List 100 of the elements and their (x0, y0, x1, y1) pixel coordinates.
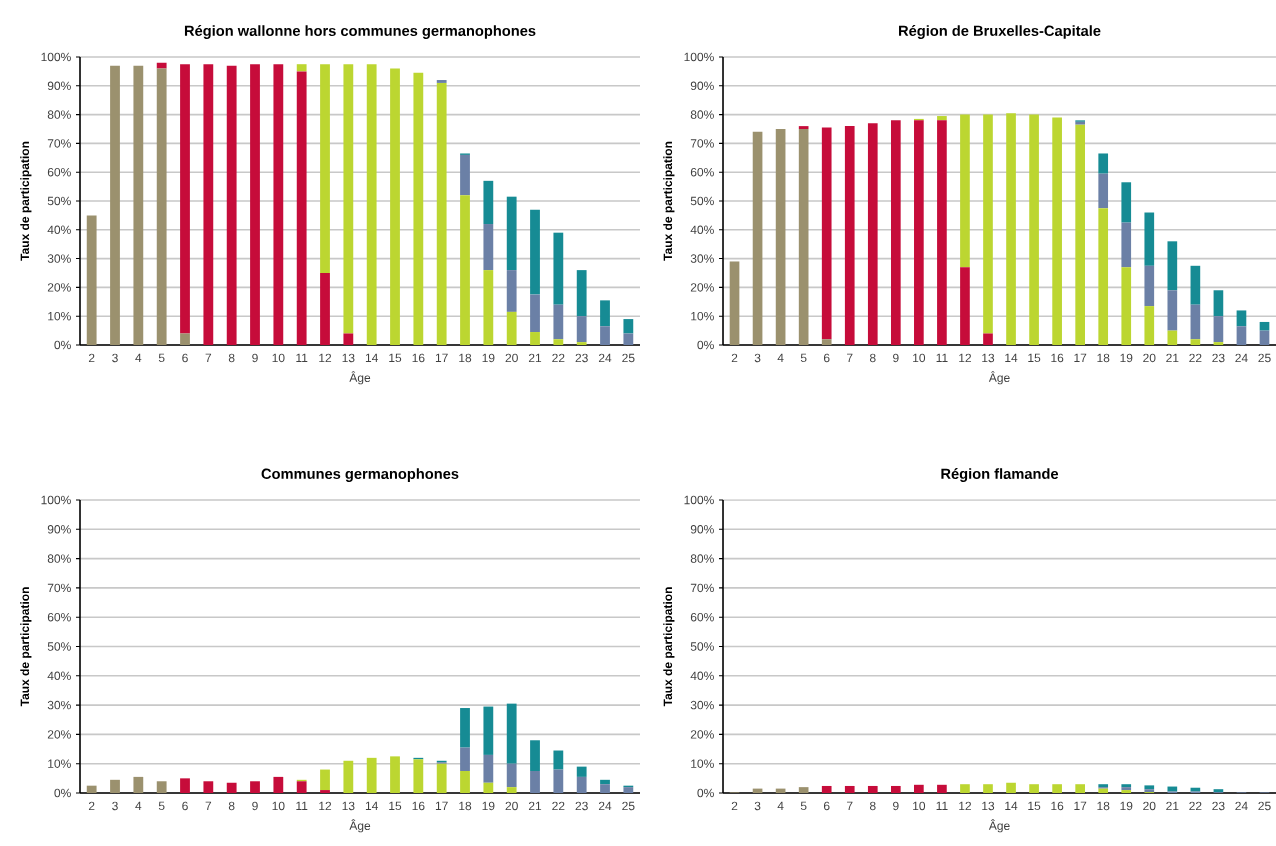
bar (798, 128, 809, 345)
y-tick-label: 90% (47, 525, 71, 534)
bar (1144, 306, 1155, 345)
y-tick-label: 50% (690, 642, 714, 651)
bar (133, 65, 144, 345)
x-tick-label: 14 (1005, 801, 1018, 810)
y-tick-label: 70% (690, 583, 714, 593)
x-tick-label: 4 (777, 353, 784, 362)
bar (203, 64, 214, 345)
bar (844, 126, 855, 345)
x-tick-label: 15 (1028, 801, 1041, 811)
x-tick-label: 13 (342, 353, 355, 363)
bar (343, 333, 354, 345)
bar (623, 787, 634, 793)
bar (960, 267, 970, 345)
bar (937, 116, 947, 121)
x-tick-label: 24 (598, 353, 612, 363)
bar (483, 754, 494, 783)
x-tick-label: 18 (459, 353, 472, 363)
y-tick-label: 100% (684, 495, 714, 505)
y-tick-label: 20% (690, 730, 714, 739)
bar (623, 333, 634, 345)
x-tick-label: 22 (552, 801, 565, 811)
x-tick-label: 13 (982, 353, 995, 363)
bar (250, 64, 260, 345)
bar (553, 232, 564, 305)
x-tick-label: 19 (1120, 353, 1133, 363)
bar (1121, 182, 1132, 223)
x-tick-label: 9 (252, 353, 258, 363)
bar (343, 64, 354, 334)
x-tick-label: 6 (182, 353, 188, 363)
x-tick-label: 2 (88, 353, 95, 363)
bar (1029, 114, 1039, 345)
bar (1144, 265, 1155, 307)
x-tick-label: 19 (1120, 801, 1133, 811)
bar (553, 304, 564, 340)
x-tick-label: 5 (800, 353, 807, 363)
x-tick-label: 19 (482, 353, 495, 363)
bar (1052, 117, 1062, 345)
bar (798, 126, 809, 129)
y-tick-label: 90% (690, 525, 714, 534)
x-tick-label: 6 (823, 353, 830, 363)
bar (729, 261, 740, 345)
y-tick-label: 100% (41, 495, 71, 505)
x-tick-label: 24 (1235, 801, 1248, 811)
x-tick-label: 9 (893, 801, 899, 811)
bar (752, 131, 763, 345)
bar (436, 80, 447, 83)
bar (86, 785, 97, 793)
x-tick-label: 10 (272, 353, 285, 363)
x-tick-label: 17 (435, 353, 448, 362)
bar (460, 154, 470, 196)
y-tick-label: 0% (697, 788, 714, 798)
bar (320, 272, 330, 345)
bar (983, 333, 993, 345)
y-axis-title: Taux de participation (663, 587, 675, 707)
x-tick-label: 18 (459, 801, 472, 811)
bar (133, 776, 144, 793)
bar (366, 757, 377, 793)
bar (483, 706, 494, 755)
bar (296, 64, 307, 72)
x-tick-label: 8 (228, 801, 235, 811)
y-tick-label: 70% (690, 139, 714, 148)
x-tick-label: 12 (959, 801, 972, 811)
bar (483, 270, 494, 345)
bar (110, 65, 120, 345)
x-tick-label: 25 (1258, 801, 1271, 811)
x-tick-label: 19 (482, 801, 495, 811)
bar (343, 760, 354, 793)
x-tick-label: 2 (731, 801, 738, 811)
y-tick-label: 60% (690, 612, 714, 622)
bar (914, 120, 924, 345)
x-tick-label: 20 (1143, 353, 1156, 363)
y-tick-label: 80% (47, 110, 71, 119)
bar (1098, 153, 1109, 174)
y-tick-label: 20% (690, 283, 714, 292)
x-tick-label: 18 (1097, 353, 1110, 363)
y-tick-label: 40% (690, 225, 714, 235)
x-tick-label: 4 (135, 801, 142, 810)
y-tick-label: 60% (47, 612, 71, 622)
bar (1075, 124, 1085, 345)
y-tick-label: 70% (47, 139, 71, 148)
bar (320, 769, 330, 791)
bar (530, 740, 540, 772)
y-tick-label: 100% (684, 52, 714, 62)
bar (460, 195, 470, 345)
y-tick-label: 50% (47, 196, 71, 206)
x-tick-label: 4 (777, 801, 784, 810)
x-tick-label: 16 (412, 801, 425, 811)
bar (273, 64, 284, 345)
bar (180, 64, 190, 334)
bar (506, 703, 517, 764)
x-tick-label: 23 (575, 801, 588, 811)
x-tick-label: 16 (412, 353, 425, 363)
bar (1121, 222, 1132, 268)
y-axis-title: Taux de participation (663, 141, 675, 261)
x-tick-label: 22 (552, 353, 565, 363)
x-tick-label: 3 (754, 353, 761, 363)
bar (1144, 212, 1155, 266)
x-tick-label: 15 (389, 801, 402, 811)
